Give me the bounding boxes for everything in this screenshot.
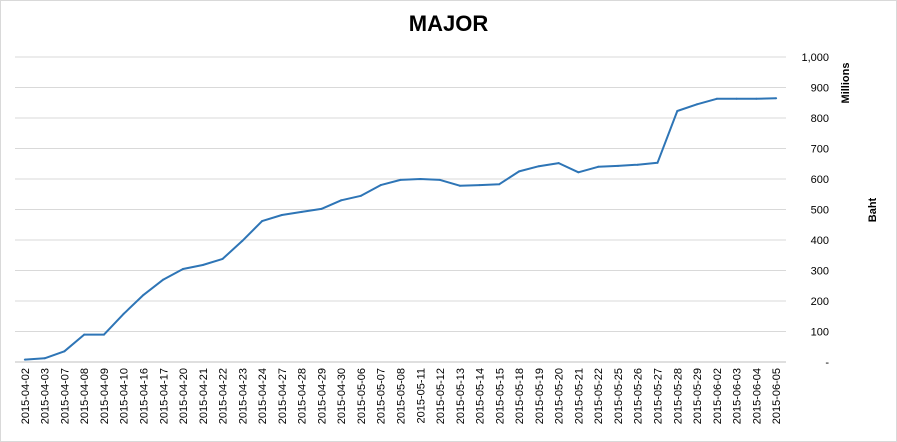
x-tick-label: 2015-05-14 (475, 368, 487, 424)
x-tick-label: 2015-05-20 (554, 368, 566, 424)
y-tick-label: 100 (811, 327, 829, 339)
y-tick-label: - (825, 357, 829, 369)
x-tick-label: 2015-04-10 (119, 368, 131, 424)
x-tick-label: 2015-05-19 (534, 368, 546, 424)
data-point (241, 239, 244, 242)
y-tick-label: 400 (811, 235, 829, 247)
x-tick-label: 2015-06-04 (751, 368, 763, 424)
series-line (24, 97, 777, 361)
x-tick-label: 2015-05-27 (653, 368, 665, 424)
data-point (201, 264, 204, 266)
data-point (755, 97, 758, 100)
x-tick-label: 2015-05-29 (692, 368, 704, 424)
x-tick-label: 2015-05-25 (613, 368, 625, 424)
data-point (399, 178, 402, 181)
x-tick-label: 2015-05-22 (593, 368, 605, 424)
x-tick-label: 2015-05-15 (494, 368, 506, 424)
data-point (439, 178, 441, 181)
data-point (142, 293, 145, 296)
data-point (63, 350, 66, 353)
x-tick-label: 2015-05-26 (633, 368, 645, 424)
data-point (458, 184, 461, 187)
x-tick-label: 2015-05-18 (514, 368, 526, 424)
data-point (715, 97, 718, 100)
data-point (221, 257, 224, 260)
x-tick-label: 2015-05-07 (376, 368, 388, 424)
x-tick-label: 2015-04-07 (59, 368, 71, 424)
y-axis-ticks: - 100 200 300 400 500 600 700 800 900 1,000 (801, 52, 829, 369)
series-layer (23, 97, 778, 361)
x-tick-label: 2015-04-23 (237, 368, 249, 424)
y-tick-label: 300 (811, 266, 829, 278)
x-tick-label: 2015-04-03 (40, 368, 52, 424)
data-point (23, 358, 26, 361)
x-tick-label: 2015-04-20 (178, 368, 190, 424)
y-axis-label: Baht (867, 197, 879, 222)
y-tick-label: 900 (811, 83, 829, 95)
x-tick-label: 2015-04-30 (336, 368, 348, 424)
y-tick-label: 800 (811, 113, 829, 125)
data-point (617, 164, 619, 167)
x-tick-label: 2015-05-12 (435, 368, 447, 424)
y-tick-label: 700 (811, 144, 829, 156)
data-point (696, 103, 698, 106)
data-point (379, 184, 382, 187)
data-point (261, 220, 264, 223)
x-tick-label: 2015-06-03 (732, 368, 744, 424)
data-point (537, 165, 540, 168)
y-tick-label: 1,000 (801, 52, 829, 64)
data-point (419, 178, 422, 180)
data-point (320, 207, 323, 210)
x-tick-label: 2015-05-08 (396, 368, 408, 424)
data-point (656, 161, 659, 164)
data-point (498, 183, 501, 186)
x-tick-label: 2015-06-02 (712, 368, 724, 424)
data-point (636, 163, 639, 166)
x-axis-ticks: 2015-04-02 2015-04-03 2015-04-07 2015-04-08… (20, 368, 783, 424)
data-point (83, 333, 86, 336)
data-point (735, 97, 738, 100)
x-tick-label: 2015-05-28 (672, 368, 684, 424)
x-tick-label: 2015-04-02 (20, 368, 32, 424)
data-point (340, 199, 343, 202)
data-point (676, 110, 679, 112)
data-point (162, 278, 165, 281)
data-point (597, 165, 600, 168)
data-point (43, 357, 46, 360)
data-point (360, 194, 362, 197)
x-tick-label: 2015-04-27 (277, 368, 289, 424)
y-tick-label: 200 (811, 296, 829, 308)
y-axis-unit-label: Millions (840, 63, 852, 104)
x-tick-label: 2015-04-29 (316, 368, 328, 424)
data-point (577, 171, 580, 174)
x-tick-label: 2015-04-17 (158, 368, 170, 424)
gridlines (15, 56, 786, 363)
data-point (518, 170, 521, 173)
data-point (280, 214, 283, 216)
x-tick-label: 2015-05-06 (356, 368, 368, 424)
x-tick-label: 2015-04-08 (79, 368, 91, 424)
y-tick-label: 600 (811, 174, 829, 186)
x-tick-label: 2015-05-21 (573, 368, 585, 424)
x-tick-label: 2015-04-28 (297, 368, 309, 424)
x-tick-label: 2015-04-09 (99, 368, 111, 424)
x-tick-label: 2015-05-13 (455, 368, 467, 424)
data-point (775, 97, 778, 100)
x-tick-label: 2015-05-11 (415, 368, 427, 423)
data-point (557, 162, 560, 165)
data-point (122, 312, 125, 315)
data-point (478, 184, 481, 187)
x-tick-label: 2015-04-22 (218, 368, 230, 424)
data-point (182, 268, 184, 270)
x-tick-label: 2015-04-21 (198, 368, 210, 424)
y-tick-label: 500 (811, 205, 829, 217)
x-tick-label: 2015-06-05 (771, 368, 783, 424)
chart-title: MAJOR (408, 11, 489, 36)
data-point (103, 333, 105, 336)
data-point (300, 210, 303, 213)
x-tick-label: 2015-04-24 (257, 368, 269, 424)
x-tick-label: 2015-04-16 (139, 368, 151, 424)
